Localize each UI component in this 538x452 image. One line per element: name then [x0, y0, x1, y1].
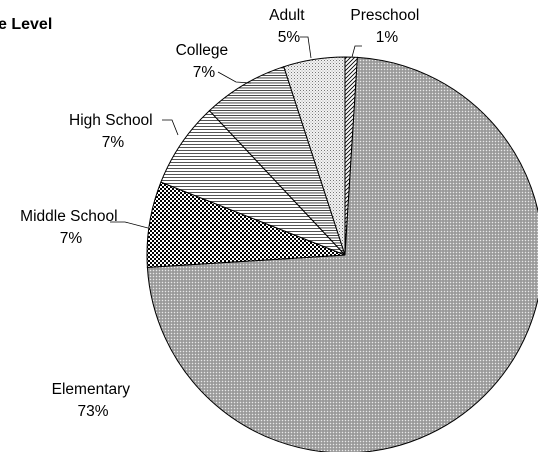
- slice-elementary: [146, 56, 538, 452]
- slice-adult: [283, 56, 346, 256]
- slice-label-elementary: Elementary 73%: [52, 381, 135, 420]
- slice-name-elementary: Elementary: [52, 381, 131, 398]
- slice-name-middle-school: Middle School: [20, 208, 117, 225]
- slice-pct-middle-school: 7%: [60, 230, 83, 247]
- leader-line-high-school: [162, 119, 179, 136]
- slice-pct-preschool: 1%: [376, 29, 399, 46]
- slice-pct-college: 7%: [193, 64, 216, 81]
- pie-slices: [146, 56, 538, 452]
- slice-label-high-school: High School 7%: [69, 112, 157, 151]
- slice-pct-adult: 5%: [278, 29, 301, 46]
- slice-label-college: College 7%: [176, 42, 233, 81]
- leader-line-adult: [300, 36, 312, 59]
- leader-line-preschool: [351, 45, 362, 58]
- slice-name-high-school: High School: [69, 112, 153, 129]
- slice-label-middle-school: Middle School 7%: [20, 208, 122, 247]
- slice-pct-elementary: 73%: [77, 403, 108, 420]
- slice-label-adult: Adult 5%: [269, 7, 309, 46]
- slice-name-adult: Adult: [269, 7, 305, 24]
- slice-name-preschool: Preschool: [350, 7, 419, 24]
- leader-lines: [110, 36, 362, 229]
- slice-label-preschool: Preschool 1%: [350, 7, 423, 46]
- leader-line-middle-school: [110, 221, 149, 229]
- slice-pct-high-school: 7%: [102, 134, 125, 151]
- slice-name-college: College: [176, 42, 229, 59]
- chart-title: e Level: [0, 16, 52, 33]
- leader-line-college: [217, 71, 252, 84]
